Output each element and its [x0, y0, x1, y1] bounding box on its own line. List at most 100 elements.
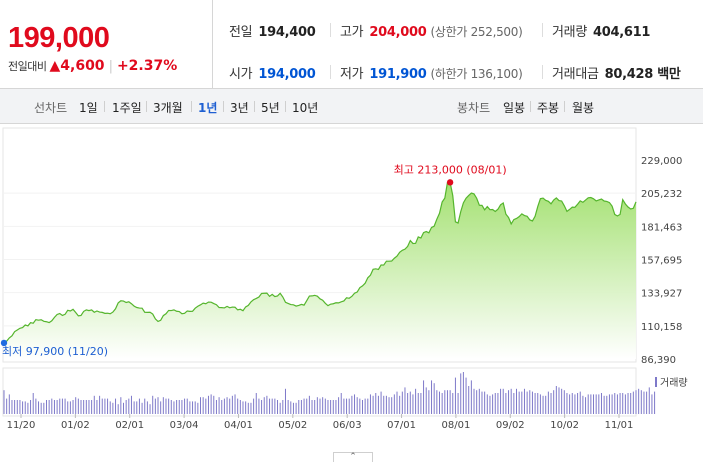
volume-bar	[226, 397, 228, 414]
volume-bar	[611, 394, 613, 414]
volume-bar	[425, 387, 427, 414]
volume-bar	[130, 395, 132, 414]
volume-bar	[346, 398, 348, 414]
volume-bar	[223, 398, 225, 414]
volume-bar	[516, 388, 517, 414]
volume-bar	[526, 391, 528, 414]
volume-bar	[205, 398, 207, 414]
period-1d-option[interactable]: 1일	[79, 101, 98, 115]
volume-bar	[423, 380, 425, 414]
up-arrow-icon: ▲	[49, 58, 61, 74]
x-tick-label: 11/20	[7, 420, 36, 431]
volume-bar	[292, 402, 294, 414]
volume-bar	[160, 401, 162, 414]
volume-bar	[210, 394, 212, 414]
collapse-chart-button[interactable]: ⌃	[333, 452, 373, 462]
volume-bar	[258, 398, 260, 414]
change-row: 전일대비 ▲4,600 | +2.37%	[8, 58, 177, 74]
period-10y-option[interactable]: 10년	[292, 101, 319, 115]
volume-bar	[141, 402, 143, 414]
volume-bar	[322, 397, 324, 414]
volume-bar	[412, 394, 414, 414]
period-5y-option[interactable]: 5년	[261, 101, 280, 115]
period-3m-option[interactable]: 3개월	[153, 101, 183, 115]
y-tick-label: 133,927	[641, 289, 682, 300]
volume-bar	[330, 400, 332, 414]
volume-bar	[115, 398, 117, 414]
candle-monthly-option[interactable]: 월봉	[572, 101, 595, 115]
volume-bar	[261, 400, 263, 414]
volume-bar	[83, 400, 85, 414]
volume-bar	[287, 400, 289, 414]
volume-bar	[624, 394, 626, 414]
volume-bar	[393, 394, 395, 414]
volume-bar	[563, 390, 565, 414]
volume-bar	[627, 393, 629, 414]
lower-limit-note: (하한가 136,100)	[430, 67, 523, 81]
volume-bar	[351, 395, 353, 414]
open-label: 시가	[229, 67, 253, 82]
volume-bar	[53, 400, 55, 414]
volume-bar	[449, 390, 451, 414]
y-tick-label: 157,695	[641, 256, 682, 267]
candle-weekly-option[interactable]: 주봉	[537, 101, 560, 115]
volume-bar	[513, 393, 515, 414]
volume-bar	[93, 395, 95, 414]
volume-bar	[367, 398, 369, 414]
volume-bar	[465, 377, 467, 414]
x-tick-label: 06/03	[333, 420, 362, 431]
volume-bar	[43, 402, 45, 414]
volume-bar	[32, 393, 34, 414]
volume-bar	[476, 390, 478, 414]
volume-bar	[194, 401, 196, 414]
volume-legend-swatch	[655, 377, 657, 387]
volume-bar	[266, 395, 268, 414]
volume-bar	[136, 401, 138, 414]
volume-bar	[603, 395, 605, 414]
x-tick-label: 03/04	[170, 420, 199, 431]
volume-bar	[454, 377, 456, 414]
change-label: 전일대비	[8, 60, 47, 73]
volume-bar	[242, 401, 244, 414]
option-divider	[285, 101, 286, 112]
volume-bar	[369, 394, 371, 414]
volume-bar	[545, 395, 547, 414]
volume-bar	[377, 395, 379, 414]
volume-bar	[388, 397, 390, 414]
volume-bar	[189, 401, 191, 414]
volume-bar	[104, 398, 106, 414]
volume-bar	[574, 394, 576, 414]
candle-daily-option[interactable]: 일봉	[503, 101, 526, 115]
volume-bar	[585, 397, 587, 414]
volume-bar	[372, 395, 374, 414]
volume-bar	[290, 401, 292, 414]
open-value: 194,000	[258, 67, 316, 82]
volume-bar	[263, 397, 265, 414]
period-3y-option[interactable]: 3년	[230, 101, 249, 115]
volume-bar	[577, 393, 579, 414]
volume-bar	[417, 393, 419, 414]
option-divider	[254, 101, 255, 112]
volume-bar	[8, 394, 10, 414]
volume-bar	[409, 391, 411, 414]
volume-bar	[534, 393, 536, 414]
volume-bar	[494, 393, 496, 414]
option-divider	[191, 101, 192, 112]
volume-bar	[401, 391, 403, 414]
volume-bar	[271, 398, 273, 414]
stat-low: 저가 191,900 (하한가 136,100)	[340, 63, 523, 82]
volume-bar	[460, 373, 462, 414]
volume-bar	[510, 388, 512, 414]
volume-bar	[361, 400, 363, 414]
candle-chart-label: 봉차트	[457, 101, 491, 115]
volume-bar	[654, 391, 656, 414]
volume-bar	[550, 393, 552, 414]
volume-bar	[117, 404, 119, 414]
period-1w-option[interactable]: 1주일	[112, 101, 142, 115]
volume-bars	[3, 372, 656, 414]
prev-close-value: 194,400	[258, 25, 316, 40]
period-1y-option[interactable]: 1년	[198, 101, 218, 115]
stat-open: 시가 194,000	[229, 63, 316, 82]
volume-bar	[391, 397, 393, 414]
volume-bar	[234, 394, 236, 414]
